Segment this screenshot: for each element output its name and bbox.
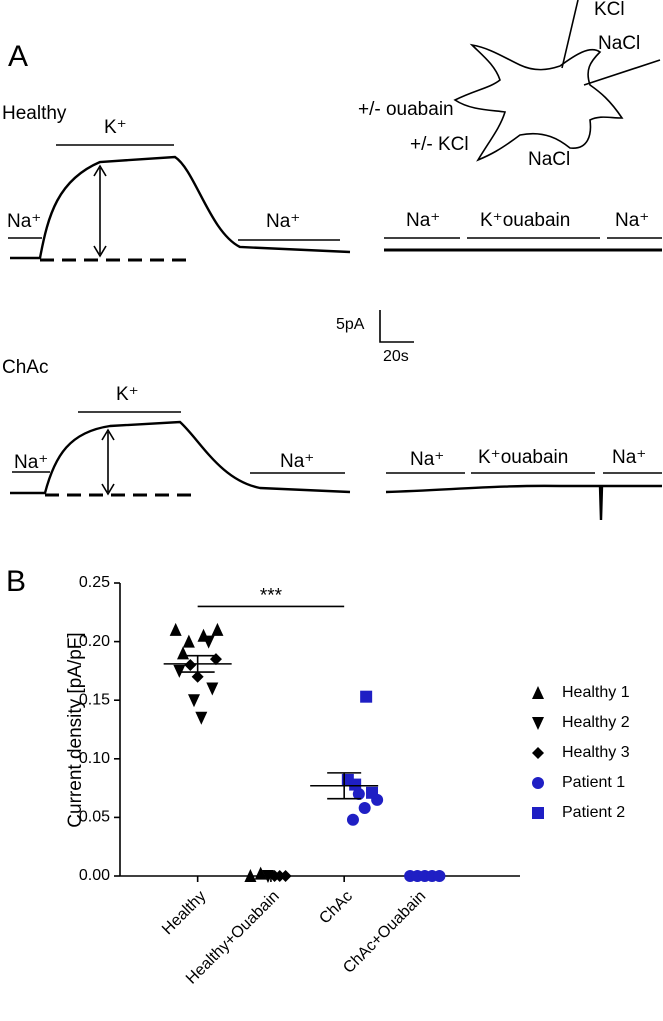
panel-label: B <box>6 565 26 598</box>
point <box>169 622 182 636</box>
arrow-head <box>93 164 107 258</box>
point <box>346 813 359 826</box>
point <box>244 869 257 882</box>
solution-label: K⁺ <box>116 384 139 405</box>
trace <box>385 484 662 521</box>
point <box>177 646 190 660</box>
point <box>184 659 197 672</box>
point <box>366 786 379 799</box>
solution-label: Na⁺ <box>612 447 646 468</box>
legend-label: Healthy 3 <box>562 744 630 761</box>
scale-bar <box>379 310 414 343</box>
y-tick-label: 0.05 <box>79 809 110 826</box>
legend-label: Healthy 1 <box>562 684 630 701</box>
point <box>261 870 274 883</box>
point <box>211 622 224 636</box>
point <box>532 717 544 730</box>
solution-label: Na⁺ <box>280 451 314 472</box>
point <box>254 866 267 880</box>
diagram-label: KCl <box>594 0 625 20</box>
trace <box>10 155 351 260</box>
group-title: Healthy <box>2 103 67 124</box>
solution-label: K⁺ouabain <box>478 447 568 468</box>
group-title: ChAc <box>2 357 48 378</box>
x-tick-label: ChAc <box>316 888 356 928</box>
y-tick-label: 0.25 <box>79 574 110 591</box>
y-tick-label: 0.00 <box>79 867 110 884</box>
diagram-label: NaCl <box>598 33 640 54</box>
pipette <box>583 59 661 86</box>
legend-label: Healthy 2 <box>562 714 630 731</box>
point <box>360 690 373 703</box>
solution-label: K⁺ <box>104 117 127 138</box>
solution-label: Na⁺ <box>615 210 649 231</box>
error-bar <box>327 772 362 800</box>
y-tick-label: 0.20 <box>79 633 110 650</box>
point <box>279 870 292 882</box>
point <box>532 686 544 699</box>
point <box>532 777 544 789</box>
solution-label: K⁺ouabain <box>480 210 570 231</box>
error-bar <box>180 654 215 673</box>
scale-label: 5pA <box>336 316 365 333</box>
y-axis-label: Current density [pA/pF] <box>65 632 86 827</box>
y-tick-label: 0.15 <box>79 691 110 708</box>
point <box>191 670 204 683</box>
significance-label: *** <box>260 585 283 606</box>
diagram-label: NaCl <box>528 149 570 170</box>
trace <box>10 420 351 495</box>
solution-label: Na⁺ <box>410 449 444 470</box>
legend-label: Patient 2 <box>562 804 625 821</box>
point <box>173 664 186 678</box>
diagram-label: +/- ouabain <box>358 99 454 120</box>
solution-label: Na⁺ <box>14 452 48 473</box>
point <box>202 635 215 649</box>
point <box>433 870 446 882</box>
y-tick-label: 0.10 <box>79 750 110 767</box>
point <box>532 747 544 759</box>
point <box>182 634 195 648</box>
point <box>187 694 200 708</box>
pipette <box>561 0 579 69</box>
x-tick-label: Healthy <box>159 888 209 938</box>
solution-label: Na⁺ <box>7 211 41 232</box>
point <box>352 787 365 800</box>
legend-label: Patient 1 <box>562 774 625 791</box>
point <box>358 802 371 815</box>
panel-label: A <box>8 40 28 73</box>
arrow-head <box>101 428 115 496</box>
solution-label: Na⁺ <box>406 210 440 231</box>
point <box>532 807 544 819</box>
solution-label: Na⁺ <box>266 211 300 232</box>
scale-label: 20s <box>383 348 409 365</box>
point <box>206 682 219 696</box>
point <box>195 711 208 725</box>
point <box>349 778 362 791</box>
diagram-label: +/- KCl <box>410 134 469 155</box>
cell <box>453 43 624 162</box>
